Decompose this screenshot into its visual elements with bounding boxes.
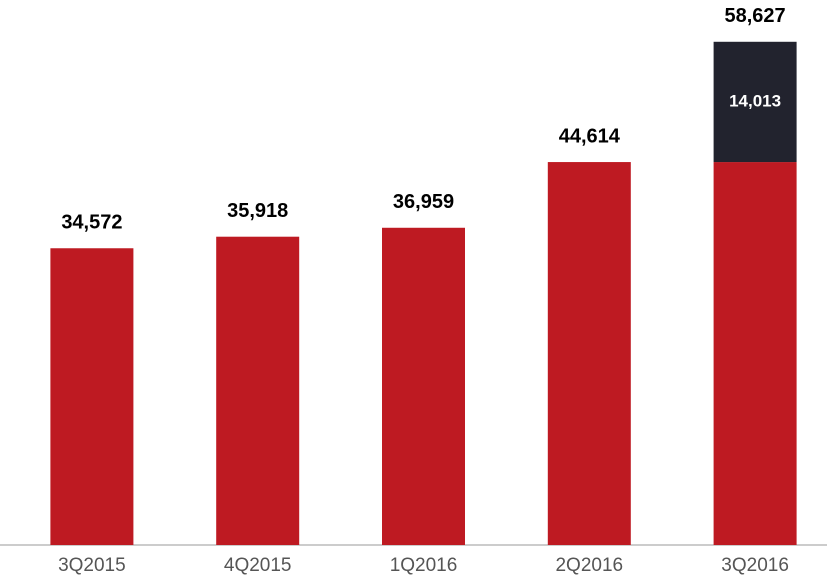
- total-label: 36,959: [393, 191, 454, 213]
- x-tick-label: 3Q2015: [58, 555, 126, 576]
- total-label: 35,918: [227, 200, 288, 222]
- x-tick-label: 3Q2016: [721, 555, 789, 576]
- bar-segment: [713, 41, 797, 163]
- segment-label: 14,013: [729, 91, 781, 110]
- bar-segment: [216, 236, 300, 545]
- x-tick-label: 1Q2016: [390, 555, 458, 576]
- bar-segment: [713, 162, 797, 545]
- total-label: 58,627: [725, 5, 786, 27]
- bar-segment: [547, 162, 631, 545]
- bar-segment: [50, 248, 134, 545]
- total-label: 34,572: [61, 212, 122, 234]
- bar-segment: [382, 227, 465, 545]
- total-label: 44,614: [559, 125, 621, 147]
- x-tick-label: 4Q2015: [224, 555, 292, 576]
- x-tick-label: 2Q2016: [555, 555, 623, 576]
